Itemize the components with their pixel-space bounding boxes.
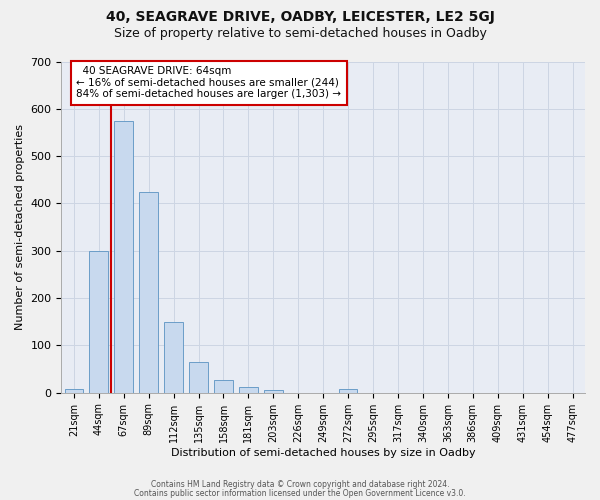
Bar [189,362,208,392]
Text: Size of property relative to semi-detached houses in Oadby: Size of property relative to semi-detach… [113,28,487,40]
Text: 40, SEAGRAVE DRIVE, OADBY, LEICESTER, LE2 5GJ: 40, SEAGRAVE DRIVE, OADBY, LEICESTER, LE… [106,10,494,24]
Text: Contains HM Land Registry data © Crown copyright and database right 2024.: Contains HM Land Registry data © Crown c… [151,480,449,489]
Bar [339,389,358,392]
Bar [214,380,233,392]
Bar [239,387,258,392]
X-axis label: Distribution of semi-detached houses by size in Oadby: Distribution of semi-detached houses by … [171,448,476,458]
Bar [115,120,133,392]
Text: Contains public sector information licensed under the Open Government Licence v3: Contains public sector information licen… [134,488,466,498]
Y-axis label: Number of semi-detached properties: Number of semi-detached properties [15,124,25,330]
Text: 40 SEAGRAVE DRIVE: 64sqm
← 16% of semi-detached houses are smaller (244)
84% of : 40 SEAGRAVE DRIVE: 64sqm ← 16% of semi-d… [76,66,341,100]
Bar [139,192,158,392]
Bar [65,389,83,392]
Bar [89,251,108,392]
Bar [264,390,283,392]
Bar [164,322,183,392]
